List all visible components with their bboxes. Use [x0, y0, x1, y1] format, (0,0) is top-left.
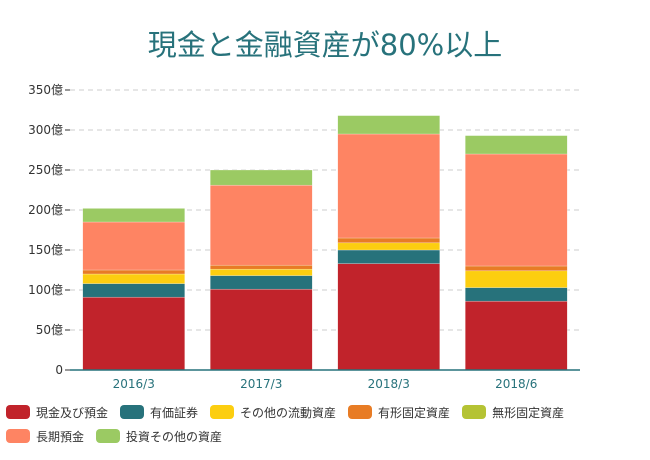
- x-tick-label: 2018/3: [368, 377, 410, 391]
- legend-label: 長期預金: [36, 429, 85, 444]
- bar-segment: [337, 249, 440, 264]
- legend-label: 有形固定資産: [378, 405, 451, 420]
- y-tick-label: 0: [55, 363, 63, 377]
- bar-segment: [337, 263, 440, 371]
- bar-segment: [82, 296, 185, 371]
- bar-segment: [465, 300, 568, 371]
- bar-segment: [210, 264, 313, 270]
- legend-label: 投資その他の資産: [126, 429, 223, 444]
- legend-swatch: [348, 405, 373, 419]
- legend-swatch: [6, 405, 30, 419]
- bar-segment: [337, 115, 440, 135]
- legend-item[interactable]: 投資その他の資産: [96, 427, 222, 445]
- legend-swatch: [120, 405, 145, 419]
- bar-segment: [82, 269, 185, 275]
- legend: 現金及び預金 有価証券 その他の流動資産 有形固定資産 無形固定資産長期預金 投資その他の…: [6, 403, 646, 445]
- y-tick-label: 350億: [28, 83, 63, 97]
- bar-segment: [210, 275, 313, 290]
- legend-swatch: [6, 429, 30, 443]
- chart-title: 現金と金融資産が80%以上: [147, 28, 503, 62]
- bar-segment: [337, 242, 440, 251]
- legend-label: 有価証券: [150, 405, 199, 420]
- x-tick-label: 2016/3: [113, 377, 155, 391]
- bar-segment: [82, 273, 185, 284]
- legend-item[interactable]: 有価証券: [120, 403, 198, 421]
- y-tick-label: 300億: [28, 123, 63, 137]
- bar-segment: [337, 237, 440, 244]
- bar-segment: [210, 184, 313, 266]
- legend-label: 現金及び預金: [36, 405, 109, 420]
- y-tick-label: 250億: [28, 163, 63, 177]
- y-tick-label: 200億: [28, 203, 63, 217]
- legend-swatch: [210, 405, 235, 419]
- legend-item[interactable]: 無形固定資産: [462, 403, 564, 421]
- legend-item[interactable]: 有形固定資産: [348, 403, 450, 421]
- bar-segment: [337, 133, 440, 239]
- x-tick-label: 2017/3: [240, 377, 282, 391]
- bar-segment: [210, 268, 313, 276]
- bar-segment: [82, 283, 185, 298]
- bar-segment: [465, 270, 568, 288]
- bar-segment: [210, 288, 313, 371]
- bar-segment: [465, 153, 568, 267]
- legend-item[interactable]: 現金及び預金: [6, 403, 108, 421]
- bar-segment: [210, 169, 313, 186]
- legend-item[interactable]: 長期預金: [6, 427, 84, 445]
- y-tick-label: 100億: [28, 283, 63, 297]
- legend-item[interactable]: その他の流動資産: [210, 403, 336, 421]
- bar-segment: [82, 221, 185, 271]
- bar-segment: [465, 287, 568, 302]
- legend-swatch: [96, 429, 121, 443]
- bar-segment: [465, 265, 568, 272]
- bar-segment: [82, 208, 185, 223]
- y-tick-label: 50億: [36, 323, 63, 337]
- y-tick-label: 150億: [28, 243, 63, 257]
- bar-segment: [465, 135, 568, 155]
- plot-area: 0 50億 100億 150億 200億 250億 300億 350億 2016/3 2017/3…: [28, 83, 580, 391]
- x-tick-label: 2018/6: [495, 377, 537, 391]
- legend-swatch: [462, 405, 487, 419]
- legend-label: 無形固定資産: [492, 405, 565, 420]
- legend-label: その他の流動資産: [240, 405, 337, 420]
